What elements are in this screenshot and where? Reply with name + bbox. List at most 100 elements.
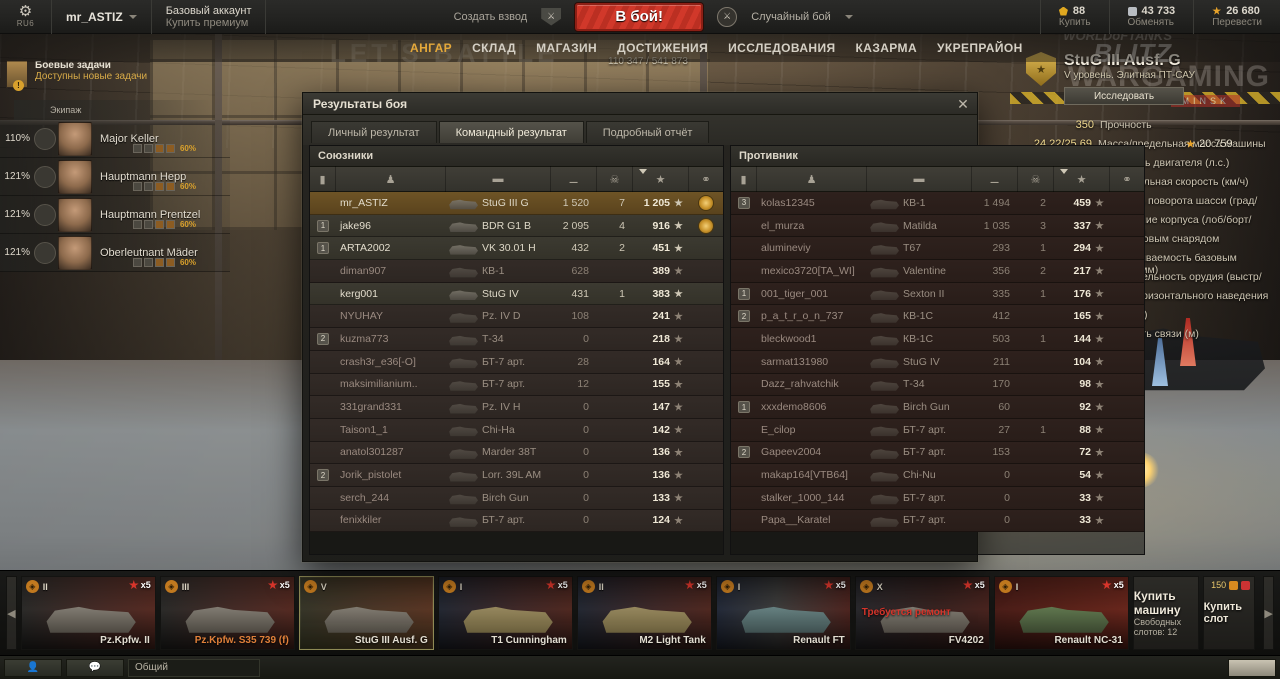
vehicle-card[interactable]: ◈ II x5 M2 Light Tank <box>576 576 712 650</box>
xp-bonus-badge: x5 <box>684 580 707 590</box>
nav-item-research[interactable]: ИССЛЕДОВАНИЯ <box>728 41 836 55</box>
nav-item-shop[interactable]: МАГАЗИН <box>536 41 598 55</box>
xp-value: 133 <box>652 491 670 504</box>
crew-member-row[interactable]: 121% Hauptmann Hepp 60% <box>0 158 230 196</box>
frags-icon[interactable]: ☠ <box>1018 166 1054 192</box>
damage-icon[interactable]: ⚊ <box>972 166 1018 192</box>
table-row[interactable]: Papa__Karatel БТ-7 арт. 0 33 <box>731 509 1144 533</box>
free-xp-resource[interactable]: 26 680 Перевести <box>1193 0 1280 34</box>
chevron-right-icon[interactable]: ▶ <box>1263 576 1274 650</box>
nav-item-barracks[interactable]: КАЗАРМА <box>855 41 918 55</box>
table-row[interactable]: NYUHAY Pz. IV D 108 241 <box>310 305 723 329</box>
buy-premium-link[interactable]: Купить премиум <box>165 16 249 29</box>
table-row[interactable]: anatol301287 Marder 38T 0 136 <box>310 441 723 465</box>
chat-channel-tab[interactable]: Общий <box>128 658 260 677</box>
tab-detailed-report[interactable]: Подробный отчёт <box>585 121 710 143</box>
settings-button[interactable]: ⚙ RU6 <box>0 0 52 34</box>
account-type-block[interactable]: Базовый аккаунт Купить премиум <box>152 0 267 34</box>
table-row[interactable]: 3 kolas12345 КВ-1 1 494 2 459 <box>731 192 1144 215</box>
table-row[interactable]: crash3r_e36[-O] БТ-7 арт. 28 164 <box>310 350 723 374</box>
table-row[interactable]: 2 p_a_t_r_o_n_737 КВ-1С 412 165 <box>731 305 1144 329</box>
chat-input-area[interactable] <box>1228 658 1276 677</box>
tab-team-result[interactable]: Командный результат <box>438 121 584 143</box>
buy-vehicle-card[interactable]: Купить машину Свободных слотов: 12 <box>1132 576 1199 650</box>
crossed-swords-icon[interactable]: ⚔ <box>717 6 738 27</box>
table-row[interactable]: Dazz_rahvatchik Т-34 170 98 <box>731 373 1144 397</box>
table-row[interactable]: kerg001 StuG IV 431 1 383 <box>310 282 723 306</box>
buy-slot-card[interactable]: 150 Купить слот <box>1202 576 1256 650</box>
battle-mode-label[interactable]: Случайный бой <box>751 10 831 23</box>
table-row[interactable]: makap164[VTB64] Chi-Nu 0 54 <box>731 464 1144 487</box>
table-row[interactable]: 1 001_tiger_001 Sexton II 335 1 176 <box>731 282 1144 306</box>
chevron-down-icon[interactable] <box>844 14 853 19</box>
platoon-shield-icon[interactable]: ⚔ <box>541 7 562 26</box>
table-row[interactable]: sarmat131980 StuG IV 211 104 <box>731 350 1144 374</box>
silver-action[interactable]: Обменять <box>1127 17 1174 28</box>
table-row[interactable]: 331grand331 Pz. IV H 0 147 <box>310 396 723 419</box>
table-row[interactable]: 1 ARTA2002 VK 30.01 H 432 2 451 <box>310 237 723 261</box>
table-row[interactable]: diman907 КВ-1 628 389 <box>310 260 723 283</box>
xp-sort-column[interactable]: ★ <box>1054 166 1110 192</box>
table-row[interactable]: 2 Gapeev2004 БТ-7 арт. 153 72 <box>731 441 1144 465</box>
battle-button[interactable]: В бой! <box>575 2 704 31</box>
xp-sort-column[interactable]: ★ <box>633 166 689 192</box>
close-icon[interactable]: ✕ <box>957 96 969 112</box>
table-row[interactable]: 1 jake96 BDR G1 B 2 095 4 916 <box>310 214 723 238</box>
table-row[interactable]: fenixkiler БТ-7 арт. 0 124 <box>310 509 723 533</box>
table-row[interactable]: E_cilop БТ-7 арт. 27 1 88 <box>731 418 1144 442</box>
table-row[interactable]: maksimilianium.. БТ-7 арт. 12 155 <box>310 373 723 397</box>
create-platoon-label[interactable]: Создать взвод <box>453 10 528 23</box>
player-icon[interactable]: ♟ <box>757 166 867 192</box>
table-row[interactable]: mexico3720[TA_WI] Valentine 356 2 217 <box>731 260 1144 283</box>
nav-item-hangar[interactable]: АНГАР <box>410 41 453 55</box>
flag-icon[interactable]: ▮ <box>310 166 336 192</box>
nav-item-depot[interactable]: СКЛАД <box>472 41 517 55</box>
vehicle-label: Т-34 <box>482 332 504 345</box>
chat-icon[interactable]: 💬 <box>66 658 124 677</box>
star-icon <box>1095 243 1104 252</box>
vehicle-card[interactable]: ◈ V StuG III Ausf. G <box>298 576 434 650</box>
tank-icon[interactable]: ▬ <box>867 166 972 192</box>
damage-icon[interactable]: ⚊ <box>551 166 597 192</box>
crew-member-row[interactable]: 121% Oberleutnant Mäder 60% <box>0 234 230 272</box>
table-row[interactable]: 2 kuzma773 Т-34 0 218 <box>310 328 723 351</box>
table-row[interactable]: bleckwood1 КВ-1С 503 1 144 <box>731 328 1144 351</box>
research-button[interactable]: Исследовать <box>1064 87 1184 105</box>
flag-icon[interactable]: ▮ <box>731 166 757 192</box>
vehicle-card[interactable]: ◈ II x5 Pz.Kpfw. II <box>20 576 156 650</box>
chevron-left-icon[interactable]: ◀ <box>6 576 17 650</box>
nav-item-achievements[interactable]: ДОСТИЖЕНИЯ <box>617 41 709 55</box>
vehicle-name-cell: КВ-1 <box>867 192 972 214</box>
player-icon[interactable]: ♟ <box>336 166 446 192</box>
table-row[interactable]: Taison1_1 Chi-Ha 0 142 <box>310 418 723 442</box>
table-row[interactable]: el_murza Matilda 1 035 3 337 <box>731 214 1144 238</box>
tab-personal-result[interactable]: Личный результат <box>311 121 437 143</box>
table-row[interactable]: mr_ASTIZ StuG III G 1 520 7 1 205 <box>310 192 723 215</box>
xp-bonus-badge: x5 <box>545 580 568 590</box>
medal-icon[interactable]: ⚭ <box>701 173 711 186</box>
account-menu[interactable]: mr_ASTIZ <box>52 0 152 34</box>
crew-member-row[interactable]: 121% Hauptmann Prentzel 60% <box>0 196 230 234</box>
free-xp-action[interactable]: Перевести <box>1212 17 1262 28</box>
table-row[interactable]: alumineviy T67 293 1 294 <box>731 237 1144 261</box>
combat-tasks-widget[interactable]: Боевые задачи Доступны новые задачи <box>6 60 186 91</box>
player-name: jake96 <box>340 219 371 232</box>
nav-item-strongholds[interactable]: УКРЕПРАЙОН <box>937 41 1023 55</box>
tank-icon[interactable]: ▬ <box>446 166 551 192</box>
gold-resource[interactable]: 88 Купить <box>1039 0 1109 34</box>
table-row[interactable]: 2 Jorik_pistolet Lorr. 39L AM 0 136 <box>310 464 723 487</box>
silver-resource[interactable]: 43 733 Обменять <box>1108 0 1194 34</box>
frags-icon[interactable]: ☠ <box>597 166 633 192</box>
table-row[interactable]: 1 xxxdemo8606 Birch Gun 60 92 <box>731 396 1144 419</box>
contacts-icon[interactable]: 👤 <box>4 658 62 677</box>
gold-action[interactable]: Купить <box>1058 17 1091 28</box>
table-row[interactable]: serch_244 Birch Gun 0 133 <box>310 486 723 510</box>
medal-icon[interactable]: ⚭ <box>1122 173 1132 186</box>
crew-member-row[interactable]: 110% Major Keller 60% <box>0 120 230 158</box>
table-row[interactable]: stalker_1000_144 БТ-7 арт. 0 33 <box>731 486 1144 510</box>
vehicle-card[interactable]: ◈ III x5 Pz.Kpfw. S35 739 (f) <box>159 576 295 650</box>
